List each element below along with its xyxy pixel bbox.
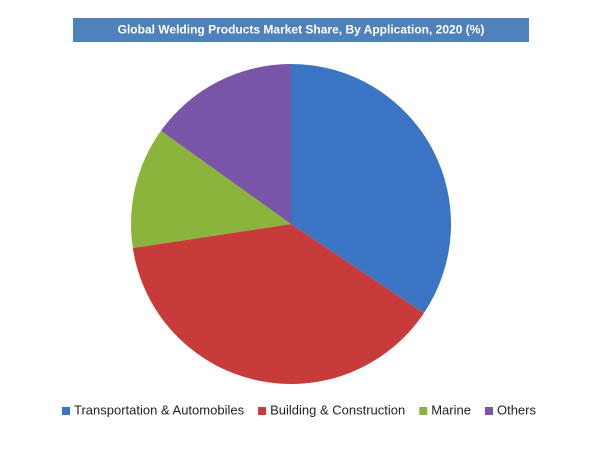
legend-swatch (62, 407, 71, 415)
title-band (73, 18, 529, 42)
legend-swatch (419, 407, 428, 415)
chart-title: Global Welding Products Market Share, By… (118, 23, 485, 37)
legend-label: Transportation & Automobiles (74, 402, 245, 417)
legend-label: Building & Construction (270, 402, 405, 417)
pie-slice (131, 130, 291, 249)
pie-slice (132, 224, 424, 385)
pie-slice (291, 64, 452, 314)
legend-label: Marine (431, 402, 471, 417)
legend-swatch (484, 407, 493, 415)
pie-slice (160, 64, 291, 224)
legend-swatch (258, 407, 267, 415)
legend-label: Others (497, 402, 537, 417)
